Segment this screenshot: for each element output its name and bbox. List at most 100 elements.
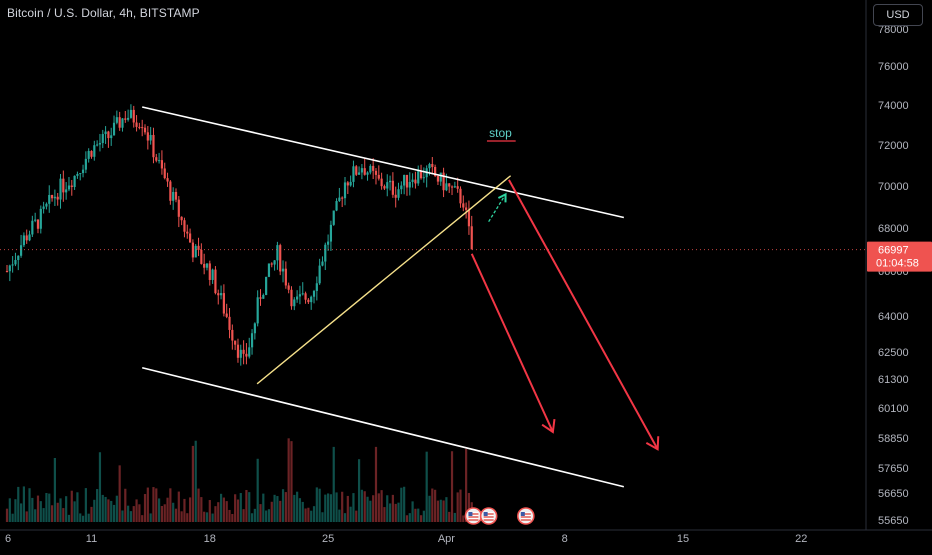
- volume-bar: [70, 490, 73, 522]
- candles: [5, 104, 473, 366]
- channel-upper-line: [142, 106, 625, 219]
- volume-bar: [53, 457, 56, 522]
- volume-bar: [219, 493, 223, 522]
- currency-button[interactable]: USD: [873, 4, 923, 26]
- y-tick-label: 78000: [878, 24, 909, 36]
- candle-body: [236, 344, 240, 358]
- candle-body: [270, 263, 273, 265]
- volume-bar: [8, 498, 11, 522]
- volume-bar: [22, 486, 25, 522]
- volume-bar: [205, 512, 209, 522]
- y-tick-label: 58850: [878, 433, 909, 445]
- volume-bar: [62, 508, 65, 522]
- volume-bar: [14, 499, 17, 522]
- volume-bar: [222, 497, 225, 522]
- volume-bar: [405, 515, 409, 522]
- y-tick-label: 62500: [878, 347, 909, 359]
- candle-body: [352, 166, 355, 182]
- candle-body: [79, 173, 82, 175]
- volume-bar: [445, 497, 448, 522]
- volume-bar: [386, 495, 389, 522]
- volume-bar: [79, 513, 82, 522]
- volume-bar: [363, 491, 366, 522]
- volume-bar: [121, 510, 124, 522]
- volume-bar: [59, 498, 62, 522]
- small-arrow: [488, 194, 507, 223]
- candle-body: [104, 131, 107, 135]
- volume-bar: [11, 513, 14, 522]
- volume-bar: [335, 492, 338, 522]
- candle-body: [329, 224, 333, 242]
- volume-bar: [56, 502, 59, 522]
- volume-bar: [191, 445, 194, 522]
- volume-bar: [273, 494, 276, 522]
- volume-bar: [279, 500, 282, 522]
- candle-body: [152, 134, 155, 158]
- candle-body: [155, 157, 158, 161]
- candle-body: [87, 150, 90, 159]
- candle-body: [180, 216, 183, 221]
- volume-bar: [236, 499, 240, 522]
- candle-body: [442, 172, 445, 191]
- volume-bar: [158, 498, 161, 522]
- candle-body: [214, 269, 217, 294]
- candle-body: [448, 183, 451, 187]
- volume-bar: [383, 507, 386, 522]
- candle-body: [101, 134, 104, 144]
- candle-body: [110, 135, 113, 139]
- candle-body: [11, 264, 14, 266]
- volume-bar: [76, 492, 79, 522]
- y-tick-label: 56650: [878, 488, 909, 500]
- candle-body: [450, 186, 454, 188]
- candle-body: [242, 349, 245, 354]
- volume-bar: [346, 495, 349, 522]
- y-tick-label: 70000: [878, 181, 909, 193]
- volume-bar: [177, 491, 180, 522]
- candle-body: [141, 127, 144, 129]
- volume-bar: [369, 500, 372, 522]
- candle-body: [200, 249, 203, 264]
- us-flag-icon: [479, 507, 498, 525]
- candle-body: [121, 118, 124, 128]
- candle-body: [96, 144, 99, 146]
- volume-bar: [242, 509, 245, 522]
- volume-bar: [349, 506, 352, 522]
- volume-bar: [453, 512, 456, 522]
- volume-bar: [377, 493, 380, 522]
- volume-bar: [388, 503, 392, 522]
- volume-bar: [208, 500, 211, 522]
- candle-body: [459, 188, 462, 204]
- candle-body: [366, 172, 369, 175]
- volume-bar: [465, 448, 468, 522]
- volume-bar: [352, 493, 355, 522]
- volume-bar: [357, 459, 361, 522]
- volume-bar: [324, 494, 327, 522]
- candle-body: [172, 191, 175, 201]
- volume-bar: [217, 502, 220, 522]
- candle-body: [76, 173, 79, 176]
- candle-body: [25, 235, 28, 241]
- volume-bar: [225, 501, 228, 522]
- candle-body: [250, 333, 254, 348]
- candle-body: [470, 226, 473, 250]
- volume-bar: [180, 511, 183, 522]
- volume-bar: [467, 492, 471, 522]
- candle-body: [70, 185, 73, 188]
- candle-body: [17, 255, 20, 261]
- volume-bar: [293, 494, 296, 522]
- volume-bar: [436, 500, 440, 522]
- y-tick-label: 60100: [878, 403, 909, 415]
- candle-body: [318, 265, 321, 284]
- volume-bar: [155, 488, 158, 522]
- candle-body: [135, 122, 138, 127]
- candle-body: [22, 235, 25, 246]
- candle-body: [414, 179, 417, 184]
- candle-body: [428, 163, 431, 169]
- volume-bar: [245, 489, 248, 522]
- volume-bar: [50, 505, 54, 522]
- volume-bar: [45, 493, 48, 522]
- volume-bar: [417, 508, 420, 522]
- y-tick-label: 74000: [878, 100, 909, 112]
